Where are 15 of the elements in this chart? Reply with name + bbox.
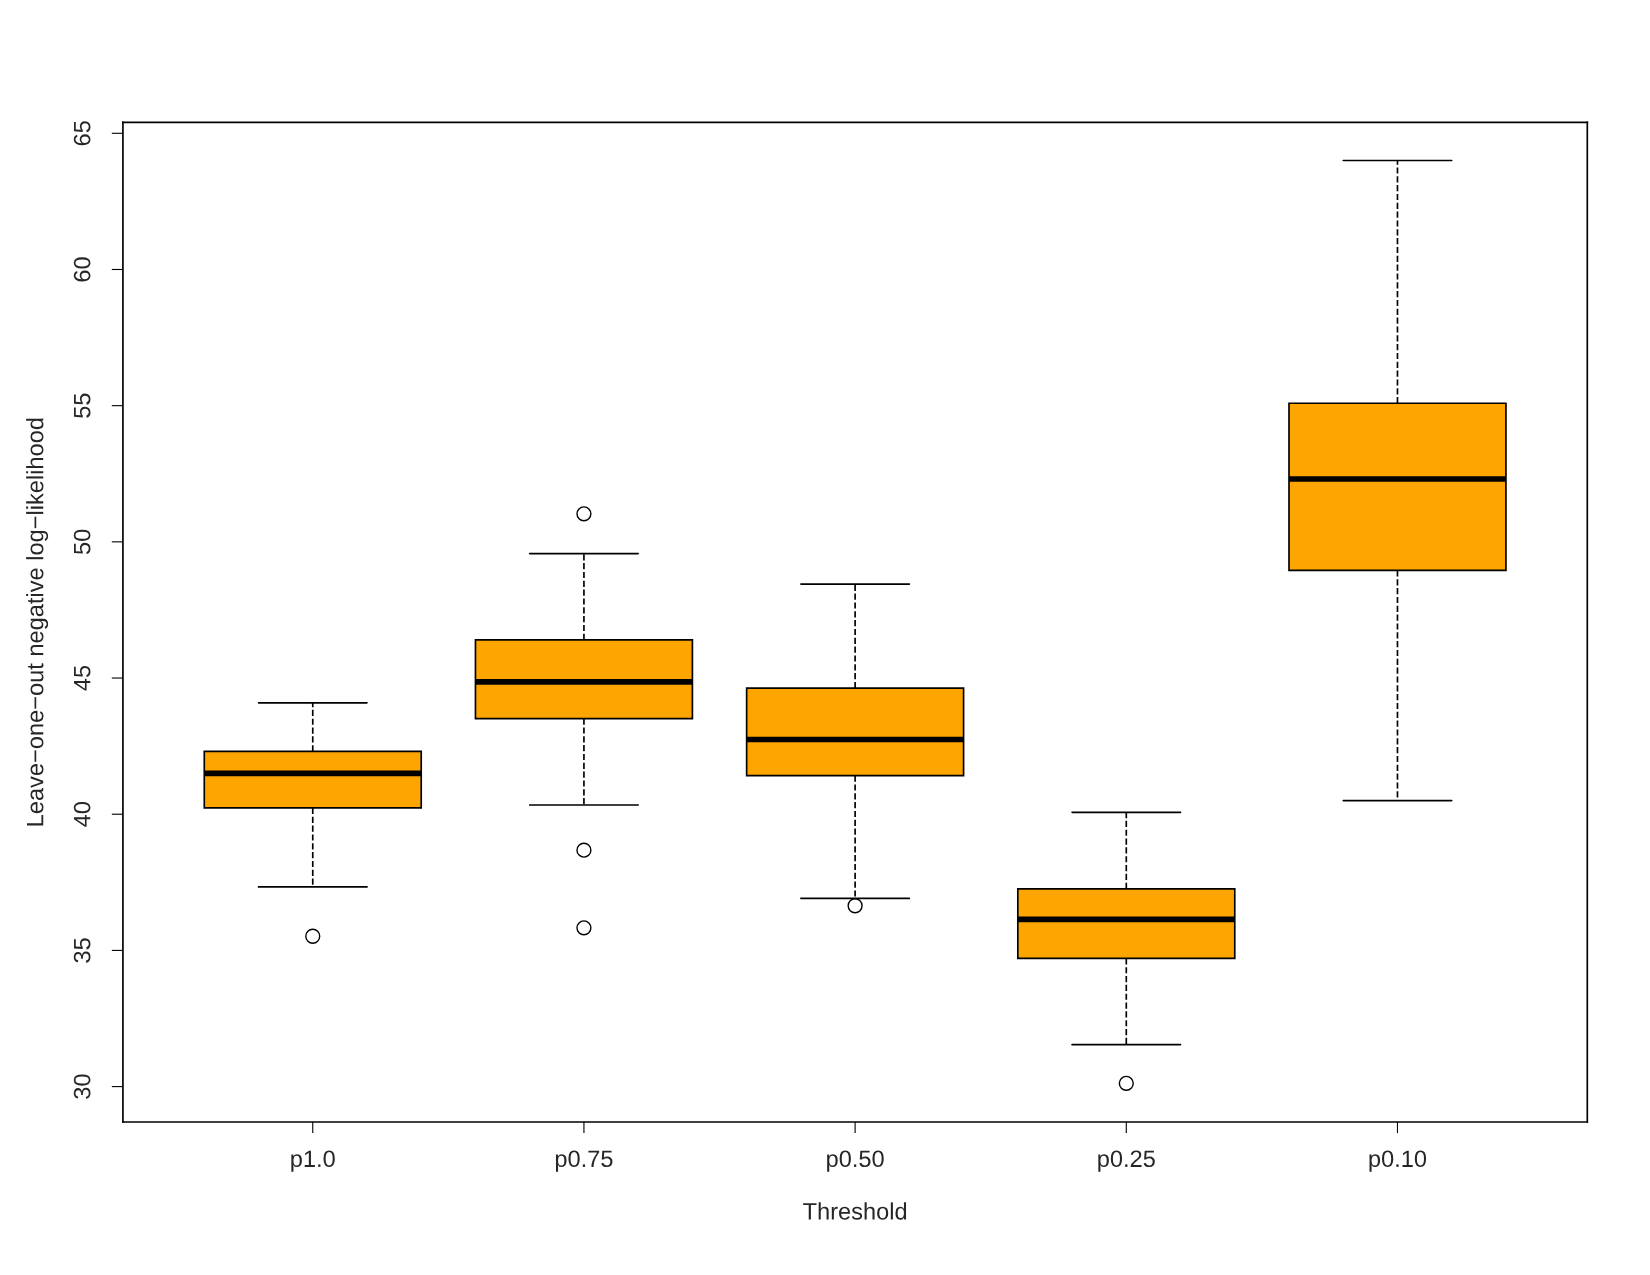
y-axis-title: Leave−one−out negative log−likelihood — [26, 418, 49, 826]
y-tick-label: 50 — [73, 529, 91, 555]
x-tick-label: p0.75 — [555, 1150, 613, 1172]
x-axis-title: Threshold — [803, 1202, 907, 1220]
y-tick-label: 55 — [74, 393, 91, 418]
x-tick-label: p1.0 — [291, 1150, 335, 1172]
x-tick-label: p0.50 — [827, 1150, 884, 1172]
x-tick-label: p0.25 — [1098, 1150, 1155, 1172]
y-tick-label: 45 — [74, 665, 91, 691]
y-tick-label: 30 — [73, 1074, 91, 1099]
x-tick-label: p0.10 — [1369, 1150, 1427, 1172]
y-tick-label: 65 — [73, 121, 91, 146]
y-tick-label: 35 — [73, 938, 91, 963]
y-tick-label: 40 — [73, 802, 91, 827]
y-tick-label: 60 — [73, 257, 91, 282]
